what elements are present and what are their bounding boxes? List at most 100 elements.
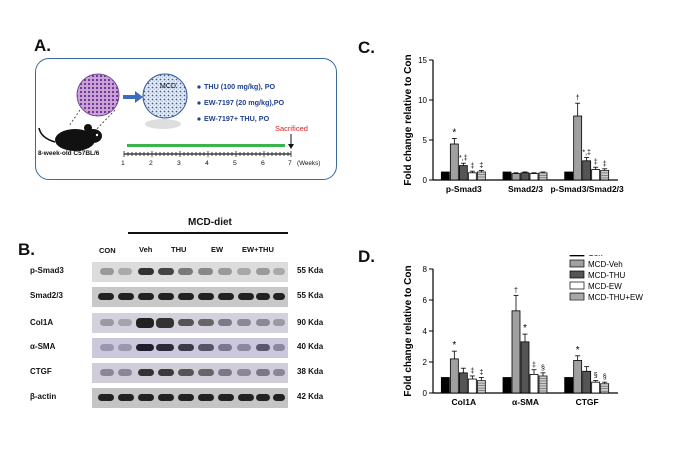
tick-week-3: 3 <box>177 160 181 167</box>
x-tick-label: Col1A <box>452 397 477 407</box>
y-tick-label: 10 <box>418 96 427 105</box>
y-tick-label: 0 <box>423 176 428 185</box>
y-tick-label: 8 <box>423 265 428 274</box>
bar <box>467 172 477 181</box>
tick-week-4: 4 <box>205 160 209 167</box>
bar <box>564 171 574 181</box>
col-thu: THU <box>171 245 187 254</box>
panel-d-letter: D. <box>358 247 375 266</box>
y-tick-label: 5 <box>423 136 428 145</box>
bar <box>582 370 592 394</box>
bar <box>564 377 574 394</box>
chart-d: 0 2 4 6 8 Fold change relative to Con * ‡ ‡ Col1A… <box>403 255 643 407</box>
row-label-bactin: β-actin <box>30 392 57 401</box>
timeline-minor-ticks <box>123 151 292 157</box>
bar <box>502 171 512 181</box>
x-tick-label: p-Smad3 <box>446 184 482 194</box>
significance-label: * <box>523 323 527 334</box>
legend-label: Con <box>588 255 603 258</box>
kda-asma: 40 Kda <box>297 342 324 351</box>
legend-label: MCD-THU <box>588 271 626 280</box>
mouse-label: 8-week-old C57BL/6 <box>38 150 100 157</box>
tick-week-7: 7 <box>288 160 292 167</box>
significance-label: ‡ <box>532 362 536 369</box>
bar <box>600 383 610 394</box>
bar <box>573 360 583 394</box>
significance-label: ‡ <box>470 163 474 170</box>
mcd-label: MCD <box>160 83 176 90</box>
treatment-2: EW-7197 (20 mg/kg),PO <box>204 98 285 107</box>
panel-a-letter: A. <box>34 36 51 55</box>
bar <box>476 171 486 181</box>
x-tick-label: Smad2/3 <box>508 184 543 194</box>
y-axis-label: Fold change relative to Con <box>403 54 414 185</box>
weeks-label: (Weeks) <box>297 160 321 167</box>
bar <box>458 372 468 394</box>
legend-label: MCD-THU+EW <box>588 293 643 302</box>
bar <box>449 358 459 394</box>
panel-b-letter: B. <box>18 240 35 259</box>
bar <box>511 173 521 181</box>
y-axis-label: Fold change relative to Con <box>403 265 414 396</box>
kda-smad23: 55 Kda <box>297 291 324 300</box>
x-tick-label: p-Smad3/Smad2/3 <box>551 184 624 194</box>
tick-week-2: 2 <box>149 160 153 167</box>
tick-week-1: 1 <box>121 160 125 167</box>
row-label-col1a: Col1A <box>30 318 54 327</box>
row-label-p-smad3: p-Smad3 <box>30 266 64 275</box>
significance-label: ‡ <box>594 159 598 166</box>
y-tick-label: 6 <box>423 296 428 305</box>
bar <box>538 172 548 181</box>
tick-week-6: 6 <box>261 160 265 167</box>
x-tick-label: α-SMA <box>512 397 539 407</box>
bar <box>449 143 459 181</box>
panel-c-letter: C. <box>358 38 375 57</box>
significance-label: *,‡ <box>459 155 468 162</box>
bar <box>467 378 477 394</box>
blot-bactin <box>92 388 288 408</box>
tick-week-5: 5 <box>233 160 237 167</box>
significance-label: † <box>514 287 518 294</box>
significance-label: § <box>594 373 598 380</box>
kda-bactin: 42 Kda <box>297 392 324 401</box>
legend-swatch <box>569 292 585 301</box>
kda-col1a: 90 Kda <box>297 318 324 327</box>
legend-label: MCD-Veh <box>588 260 623 269</box>
y-tick-label: 15 <box>418 56 427 65</box>
significance-label: *,‡ <box>582 150 591 157</box>
significance-label: * <box>452 127 456 138</box>
bar <box>520 341 530 394</box>
significance-label: § <box>603 374 607 381</box>
legend-swatch <box>569 259 585 268</box>
bar <box>529 374 539 394</box>
bar <box>476 380 486 394</box>
col-con: CON <box>99 246 116 255</box>
significance-label: ‡ <box>603 161 607 168</box>
x-tick-label: CTGF <box>576 397 599 407</box>
bar <box>440 171 450 181</box>
row-label-smad23: Smad2/3 <box>30 291 63 300</box>
bar <box>511 310 521 394</box>
bar <box>529 173 539 181</box>
significance-label: * <box>452 340 456 351</box>
bar <box>591 169 601 181</box>
significance-label: ‡ <box>479 162 483 169</box>
blot-p-smad3 <box>92 262 288 282</box>
blot-asma <box>92 338 288 358</box>
col-veh: Veh <box>139 245 153 254</box>
bar <box>573 115 583 181</box>
treatment-3: EW-7197+ THU, PO <box>204 114 270 123</box>
mcd-diet-label: MCD-diet <box>188 217 232 228</box>
bar <box>440 377 450 394</box>
bar <box>502 377 512 394</box>
kda-p-smad3: 55 Kda <box>297 266 324 275</box>
blot-smad23 <box>92 287 288 307</box>
y-tick-label: 2 <box>423 358 428 367</box>
significance-label: ‡ <box>479 370 483 377</box>
blot-col1a <box>92 313 288 333</box>
significance-label: † <box>576 95 580 102</box>
legend-swatch <box>569 255 585 257</box>
bar <box>591 381 601 394</box>
y-tick-label: 0 <box>423 389 428 398</box>
